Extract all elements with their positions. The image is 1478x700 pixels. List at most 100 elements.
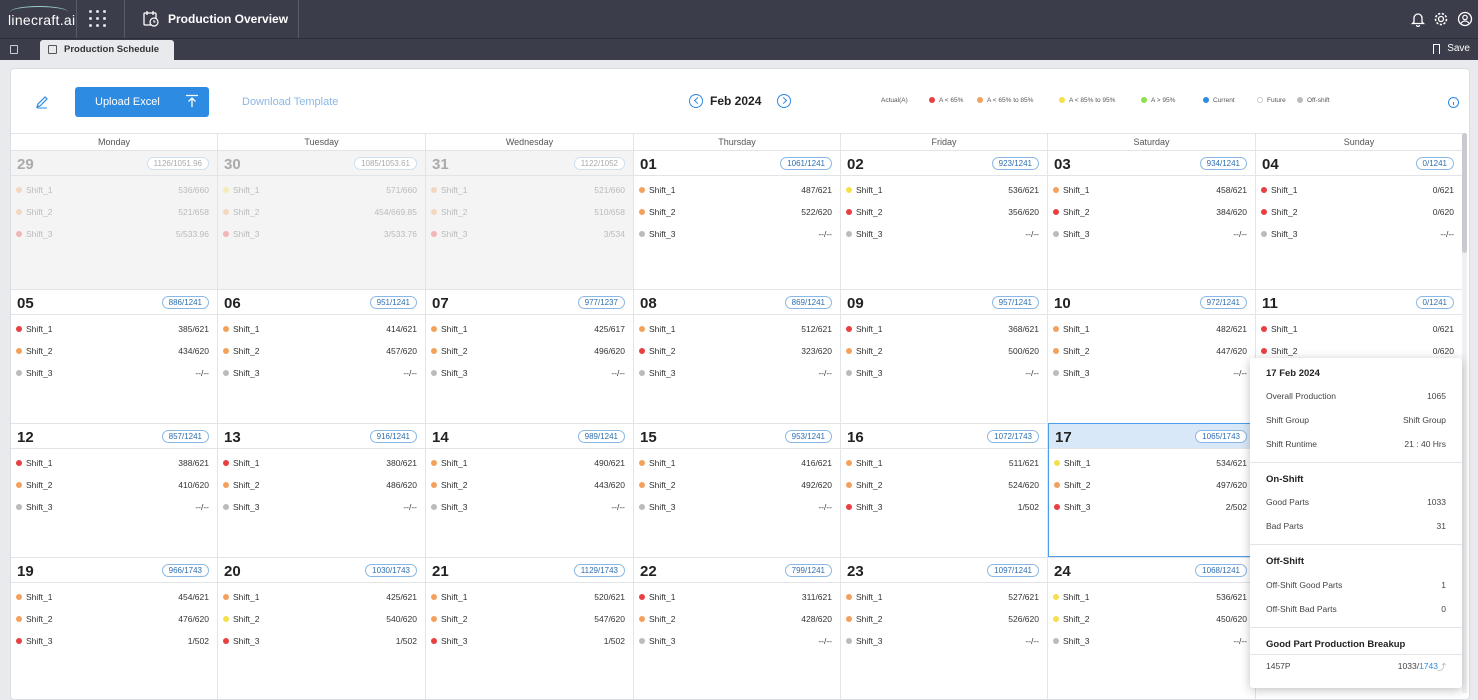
day-cell[interactable]: 13 916/1241 Shift_1 380/621 Shift_2 486/620 Sh… — [218, 423, 426, 557]
day-cell[interactable]: 09 957/1241 Shift_1 368/621 Shift_2 500/620 Sh… — [841, 289, 1048, 423]
status-dot-icon — [639, 231, 645, 237]
day-header: 10 972/1241 — [1048, 290, 1255, 315]
shift-name: Shift_3 — [856, 636, 883, 646]
shift-name: Shift_1 — [856, 185, 883, 195]
bell-icon[interactable] — [1410, 11, 1426, 27]
status-dot-icon — [846, 231, 852, 237]
day-cell[interactable]: 31 1122/1052 Shift_1 521/660 Shift_2 510/658 S… — [426, 150, 634, 289]
day-cell[interactable]: 19 966/1743 Shift_1 454/621 Shift_2 476/620 Sh… — [11, 557, 218, 699]
info-icon[interactable] — [1448, 97, 1459, 108]
day-number: 11 — [1262, 295, 1278, 312]
save-label: Save — [1447, 43, 1470, 54]
day-cell[interactable]: 15 953/1241 Shift_1 416/621 Shift_2 492/620 Sh… — [634, 423, 841, 557]
save-button[interactable]: Save — [1433, 43, 1470, 54]
shift-row: Shift_1 511/621 — [846, 457, 1039, 469]
app-grid-icon[interactable] — [88, 9, 108, 29]
legend-item: A < 85% to 95% — [1059, 97, 1115, 104]
day-total-badge: 977/1237 — [577, 296, 625, 309]
shift-row: Shift_1 536/621 — [846, 184, 1039, 196]
status-dot-icon — [1261, 187, 1267, 193]
shift-row: Shift_2 521/658 — [16, 206, 209, 218]
shift-value: 536/621 — [1216, 592, 1247, 602]
tab-list-icon[interactable] — [10, 45, 18, 54]
shift-name: Shift_1 — [1064, 458, 1091, 468]
shift-name: Shift_1 — [1063, 185, 1090, 195]
day-cell[interactable]: 24 1068/1241 Shift_1 536/621 Shift_2 450/620 S… — [1048, 557, 1256, 699]
shift-name: Shift_3 — [233, 502, 260, 512]
scrollbar[interactable] — [1462, 133, 1467, 693]
tab-production-schedule[interactable]: Production Schedule — [40, 40, 174, 61]
upload-excel-button[interactable]: Upload Excel — [75, 87, 209, 117]
day-header: 20 1030/1743 — [218, 558, 425, 583]
shift-name: Shift_2 — [441, 207, 468, 217]
day-header: 05 886/1241 — [11, 290, 217, 315]
day-cell[interactable]: 04 0/1241 Shift_1 0/621 Shift_2 0/620 Shift_3 -… — [1256, 150, 1463, 289]
link-icon[interactable]: ⤴ — [1437, 662, 1446, 672]
shift-row: Shift_2 454/669.85 — [223, 206, 417, 218]
edit-icon[interactable] — [35, 95, 49, 109]
shift-value: 500/620 — [1008, 346, 1039, 356]
status-dot-icon — [16, 231, 22, 237]
shift-value: 524/620 — [1008, 480, 1039, 490]
day-cell[interactable]: 07 977/1237 Shift_1 425/617 Shift_2 496/620 Sh… — [426, 289, 634, 423]
day-cell[interactable]: 16 1072/1743 Shift_1 511/621 Shift_2 524/620 S… — [841, 423, 1048, 557]
shift-value: --/-- — [818, 368, 832, 378]
scrollbar-thumb[interactable] — [1462, 133, 1467, 253]
shift-name: Shift_2 — [1063, 614, 1090, 624]
shift-name: Shift_1 — [441, 324, 468, 334]
day-cell[interactable]: 29 1126/1051.96 Shift_1 536/660 Shift_2 521/6… — [11, 150, 218, 289]
shift-value: 425/621 — [386, 592, 417, 602]
day-cell[interactable]: 20 1030/1743 Shift_1 425/621 Shift_2 540/620 S… — [218, 557, 426, 699]
next-month-icon[interactable] — [777, 94, 791, 108]
shift-value: 385/621 — [178, 324, 209, 334]
status-dot-icon — [16, 482, 22, 488]
day-cell[interactable]: 05 886/1241 Shift_1 385/621 Shift_2 434/620 Sh… — [11, 289, 218, 423]
shift-name: Shift_2 — [856, 480, 883, 490]
day-cell[interactable]: 02 923/1241 Shift_1 536/621 Shift_2 356/620 Sh… — [841, 150, 1048, 289]
day-total-badge: 966/1743 — [161, 564, 209, 577]
shift-name: Shift_3 — [856, 229, 883, 239]
day-cell[interactable]: 08 869/1241 Shift_1 512/621 Shift_2 323/620 Sh… — [634, 289, 841, 423]
part-name: 1457P — [1266, 661, 1291, 671]
page-title: Production Overview — [168, 12, 289, 26]
prev-month-icon[interactable] — [689, 94, 703, 108]
status-dot-icon — [639, 638, 645, 644]
day-number: 14 — [432, 429, 449, 446]
status-dot-icon — [223, 187, 229, 193]
day-cell[interactable]: 06 951/1241 Shift_1 414/621 Shift_2 457/620 Sh… — [218, 289, 426, 423]
legend-label: Future — [1267, 97, 1286, 104]
day-cell[interactable]: 30 1085/1053.61 Shift_1 571/660 Shift_2 454/6… — [218, 150, 426, 289]
shift-row: Shift_2 476/620 — [16, 613, 209, 625]
day-cell[interactable]: 03 934/1241 Shift_1 458/621 Shift_2 384/620 Sh… — [1048, 150, 1256, 289]
shift-value: --/-- — [1233, 636, 1247, 646]
app-logo[interactable]: linecraft.ai — [8, 6, 75, 28]
day-cell[interactable]: 21 1129/1743 Shift_1 520/621 Shift_2 547/620 S… — [426, 557, 634, 699]
shift-group-row: Shift Group Shift Group — [1266, 415, 1446, 427]
shift-name: Shift_1 — [233, 458, 260, 468]
day-total-badge: 989/1241 — [577, 430, 625, 443]
off-shift-bad-row: Off-Shift Bad Parts 0 — [1266, 604, 1446, 616]
day-cell[interactable]: 12 857/1241 Shift_1 388/621 Shift_2 410/620 Sh… — [11, 423, 218, 557]
gear-icon[interactable] — [1433, 11, 1449, 27]
day-header: 24 1068/1241 — [1048, 558, 1255, 583]
upload-icon — [186, 94, 198, 107]
day-cell[interactable]: 14 989/1241 Shift_1 490/621 Shift_2 443/620 Sh… — [426, 423, 634, 557]
label: Shift Group — [1266, 415, 1309, 425]
shift-row: Shift_1 536/621 — [1053, 591, 1247, 603]
day-cell[interactable]: 01 1061/1241 Shift_1 487/621 Shift_2 522/620 S… — [634, 150, 841, 289]
status-dot-icon — [431, 209, 437, 215]
shift-row: Shift_3 5/533.96 — [16, 228, 209, 240]
calendar-icon — [48, 45, 57, 54]
download-template-link[interactable]: Download Template — [242, 96, 339, 108]
day-cell[interactable]: 22 799/1241 Shift_1 311/621 Shift_2 428/620 Sh… — [634, 557, 841, 699]
user-icon[interactable] — [1457, 11, 1473, 27]
day-number: 01 — [640, 156, 657, 173]
shift-row: Shift_3 1/502 — [431, 635, 625, 647]
day-cell[interactable]: 10 972/1241 Shift_1 482/621 Shift_2 447/620 Sh… — [1048, 289, 1256, 423]
shift-name: Shift_3 — [26, 502, 53, 512]
day-cell[interactable]: 23 1097/1241 Shift_1 527/621 Shift_2 526/620 S… — [841, 557, 1048, 699]
day-header: 31 1122/1052 — [426, 151, 633, 176]
day-cell[interactable]: 17 1065/1743 Shift_1 534/621 Shift_2 497/620 S… — [1048, 423, 1256, 557]
off-shift-title: Off-Shift — [1266, 556, 1304, 567]
legend-dot-icon — [1297, 97, 1303, 103]
